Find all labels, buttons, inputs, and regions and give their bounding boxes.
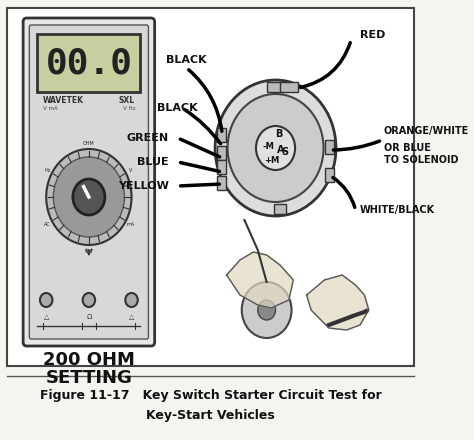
FancyBboxPatch shape	[37, 34, 140, 92]
Text: mA: mA	[127, 221, 135, 227]
Text: 200 OHM: 200 OHM	[43, 351, 135, 369]
Bar	[325, 140, 334, 154]
Bar	[280, 82, 298, 92]
Circle shape	[40, 293, 53, 307]
Bar	[325, 168, 334, 182]
Text: ORANGE/WHITE: ORANGE/WHITE	[384, 126, 469, 136]
Text: BLUE: BLUE	[137, 157, 169, 167]
Circle shape	[46, 149, 132, 245]
Circle shape	[82, 293, 95, 307]
Text: YELLOW: YELLOW	[118, 181, 169, 191]
Text: BLACK: BLACK	[166, 55, 207, 65]
Circle shape	[242, 282, 292, 338]
Text: Figure 11-17   Key Switch Starter Circuit Test for: Figure 11-17 Key Switch Starter Circuit …	[40, 389, 382, 401]
Circle shape	[73, 179, 105, 215]
Text: AC: AC	[44, 221, 51, 227]
Text: Ω: Ω	[86, 314, 91, 320]
FancyBboxPatch shape	[7, 8, 414, 366]
Text: B: B	[275, 129, 283, 139]
Text: V: V	[129, 168, 132, 172]
Text: SETTING: SETTING	[46, 369, 132, 387]
Bar	[274, 204, 286, 214]
Text: GREEN: GREEN	[127, 133, 169, 143]
Circle shape	[54, 157, 125, 237]
FancyBboxPatch shape	[23, 18, 155, 346]
Bar	[217, 176, 226, 190]
Bar	[217, 146, 226, 160]
Circle shape	[258, 300, 275, 320]
Bar	[267, 82, 284, 92]
Circle shape	[125, 293, 138, 307]
Bar	[217, 160, 226, 174]
Text: V mA: V mA	[43, 106, 57, 110]
Text: A: A	[277, 145, 284, 155]
Bar	[217, 128, 226, 142]
Text: S: S	[281, 147, 288, 157]
Text: SXL: SXL	[119, 95, 135, 105]
Text: +M: +M	[264, 155, 280, 165]
Text: WHITE/BLACK: WHITE/BLACK	[360, 205, 435, 215]
Text: △: △	[129, 314, 134, 320]
Text: BLACK: BLACK	[157, 103, 198, 113]
Circle shape	[256, 126, 295, 170]
FancyBboxPatch shape	[29, 25, 148, 339]
Text: 00.0: 00.0	[46, 46, 132, 80]
Text: RED: RED	[360, 30, 385, 40]
Text: -M: -M	[263, 142, 274, 150]
Text: Key-Start Vehicles: Key-Start Vehicles	[146, 408, 275, 422]
Text: WAVETEK: WAVETEK	[43, 95, 84, 105]
Text: Hz: Hz	[44, 168, 51, 172]
Circle shape	[228, 94, 324, 202]
Text: TO SOLENOID: TO SOLENOID	[384, 155, 458, 165]
Text: V Hz: V Hz	[123, 106, 135, 110]
Text: △: △	[44, 314, 49, 320]
Text: OR BLUE: OR BLUE	[384, 143, 431, 153]
Polygon shape	[307, 275, 369, 330]
Polygon shape	[227, 252, 293, 308]
Text: OHM: OHM	[83, 140, 95, 146]
Text: OFF: OFF	[84, 249, 93, 253]
Circle shape	[215, 80, 336, 216]
